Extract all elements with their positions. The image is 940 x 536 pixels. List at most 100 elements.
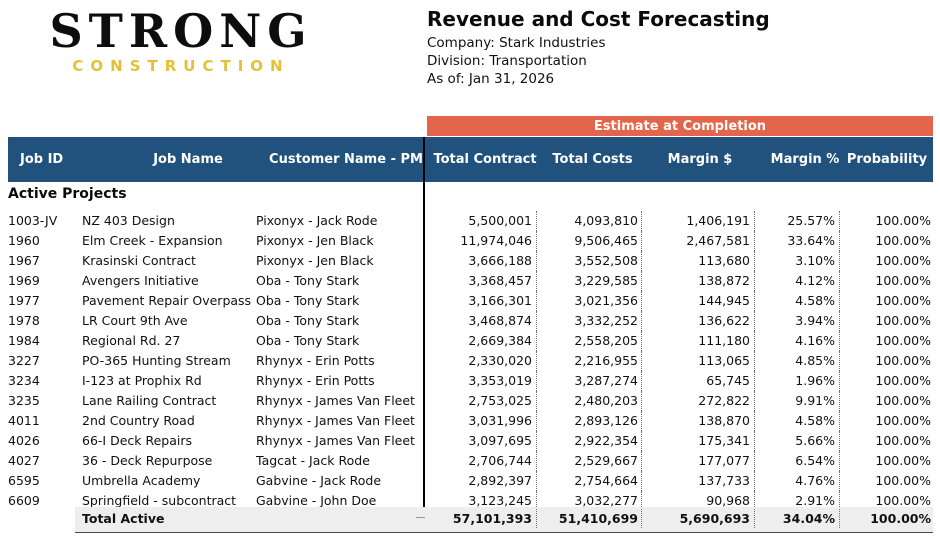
table-row[interactable]: 1969 Avengers Initiative Oba - Tony Stark 3…: [0, 271, 940, 291]
cell-job-name: NZ 403 Design: [82, 213, 175, 228]
column-header-probability[interactable]: Probability: [846, 152, 928, 167]
table-row[interactable]: 1003-JV NZ 403 Design Pixonyx - Jack Rode 5…: [0, 211, 940, 231]
cell-job-id: 1969: [8, 273, 40, 288]
totals-column-separator: [641, 509, 643, 528]
cell-total-costs: 3,332,252: [574, 313, 638, 328]
cell-margin-percent: 5.66%: [795, 433, 835, 448]
cell-job-id: 3235: [8, 393, 40, 408]
column-separator: [536, 431, 538, 451]
column-separator: [754, 411, 756, 431]
column-separator: [839, 371, 841, 391]
table-row[interactable]: 1977 Pavement Repair Overpass Oba - Tony S…: [0, 291, 940, 311]
column-separator: [754, 291, 756, 311]
table-column-header-row: Job ID Job Name Customer Name - PM Total…: [8, 137, 933, 182]
column-separator: [754, 271, 756, 291]
column-separator: [641, 471, 643, 491]
totals-row: Total Active 57,101,393 51,410,699 5,690,69…: [75, 507, 933, 533]
cell-total-contract: 3,353,019: [468, 373, 532, 388]
cell-margin-dollars: 65,745: [706, 373, 750, 388]
cell-margin-dollars: 175,341: [698, 433, 750, 448]
cell-job-name: PO-365 Hunting Stream: [82, 353, 231, 368]
table-row[interactable]: 1978 LR Court 9th Ave Oba - Tony Stark 3,46…: [0, 311, 940, 331]
cell-customer-pm: Oba - Tony Stark: [256, 313, 360, 328]
logo-wordmark: STRONG: [49, 4, 313, 58]
page-title: Revenue and Cost Forecasting: [427, 7, 770, 31]
cell-margin-percent: 4.12%: [795, 273, 835, 288]
cell-probability: 100.00%: [875, 333, 931, 348]
table-row[interactable]: 3234 I-123 at Prophix Rd Rhynyx - Erin Pot…: [0, 371, 940, 391]
column-separator: [536, 351, 538, 371]
cell-total-costs: 2,893,126: [574, 413, 638, 428]
cell-probability: 100.00%: [875, 353, 931, 368]
table-row[interactable]: 1984 Regional Rd. 27 Oba - Tony Stark 2,669…: [0, 331, 940, 351]
column-separator: [641, 391, 643, 411]
cell-margin-dollars: 144,945: [698, 293, 750, 308]
column-header-total-costs[interactable]: Total Costs: [552, 152, 633, 167]
column-separator: [839, 391, 841, 411]
table-row[interactable]: 1967 Krasinski Contract Pixonyx - Jen Blac…: [0, 251, 940, 271]
cell-customer-pm: Rhynyx - James Van Fleet: [256, 393, 415, 408]
cell-customer-pm: Oba - Tony Stark: [256, 273, 360, 288]
cell-margin-percent: 4.16%: [795, 333, 835, 348]
table-row[interactable]: 6595 Umbrella Academy Gabvine - Jack Rode 2…: [0, 471, 940, 491]
cell-job-name: Avengers Initiative: [82, 273, 199, 288]
column-separator: [754, 331, 756, 351]
column-separator: [641, 231, 643, 251]
cell-job-id: 3227: [8, 353, 40, 368]
column-separator: [641, 431, 643, 451]
cell-customer-pm: Rhynyx - Erin Potts: [256, 353, 375, 368]
cell-customer-pm: Oba - Tony Stark: [256, 333, 360, 348]
column-separator: [641, 211, 643, 231]
cell-margin-percent: 1.96%: [795, 373, 835, 388]
section-label-active-projects: Active Projects: [8, 186, 127, 202]
column-header-customer-pm[interactable]: Customer Name - PM: [269, 152, 423, 167]
table-row[interactable]: 3235 Lane Railing Contract Rhynyx - James …: [0, 391, 940, 411]
cell-total-contract: 3,097,695: [468, 433, 532, 448]
column-header-job-id[interactable]: Job ID: [20, 152, 64, 167]
cell-job-name: Pavement Repair Overpass: [82, 293, 252, 308]
cell-job-id: 6609: [8, 493, 40, 508]
table-row[interactable]: 1960 Elm Creek - Expansion Pixonyx - Jen B…: [0, 231, 940, 251]
cell-customer-pm: Gabvine - Jack Rode: [256, 473, 382, 488]
column-separator: [754, 251, 756, 271]
cell-customer-pm: Gabvine - John Doe: [256, 493, 377, 508]
column-separator: [839, 351, 841, 371]
column-separator: [641, 491, 643, 511]
table-row[interactable]: 4027 36 - Deck Repurpose Tagcat - Jack Rod…: [0, 451, 940, 471]
column-separator: [754, 471, 756, 491]
cell-margin-dollars: 137,733: [698, 473, 750, 488]
cell-customer-pm: Rhynyx - James Van Fleet: [256, 433, 415, 448]
cell-margin-percent: 4.76%: [795, 473, 835, 488]
table-row[interactable]: 6609 Springfield - subcontract Gabvine - J…: [0, 491, 940, 511]
cell-customer-pm: Pixonyx - Jen Black: [256, 253, 374, 268]
column-separator: [536, 471, 538, 491]
column-header-margin-dollars[interactable]: Margin $: [667, 152, 733, 167]
column-header-margin-percent[interactable]: Margin %: [770, 152, 840, 167]
column-separator: [839, 211, 841, 231]
column-separator: [839, 231, 841, 251]
column-separator: [754, 231, 756, 251]
table-row[interactable]: 4026 66-I Deck Repairs Rhynyx - James Van …: [0, 431, 940, 451]
cell-probability: 100.00%: [875, 393, 931, 408]
cell-margin-dollars: 111,180: [698, 333, 750, 348]
cell-margin-dollars: 138,872: [698, 273, 750, 288]
totals-cell-margin-percent: 34.04%: [782, 511, 835, 526]
column-header-job-name[interactable]: Job Name: [153, 152, 223, 167]
table-row[interactable]: 3227 PO-365 Hunting Stream Rhynyx - Erin P…: [0, 351, 940, 371]
column-separator: [536, 451, 538, 471]
column-separator: [536, 291, 538, 311]
cell-margin-percent: 4.85%: [795, 353, 835, 368]
cell-customer-pm: Tagcat - Jack Rode: [256, 453, 370, 468]
column-separator: [536, 231, 538, 251]
cell-total-costs: 2,480,203: [574, 393, 638, 408]
column-separator: [641, 351, 643, 371]
column-separator: [641, 451, 643, 471]
cell-margin-percent: 4.58%: [795, 293, 835, 308]
cell-probability: 100.00%: [875, 433, 931, 448]
column-separator: [839, 411, 841, 431]
column-header-total-contract[interactable]: Total Contract: [433, 152, 537, 167]
cell-probability: 100.00%: [875, 493, 931, 508]
table-row[interactable]: 4011 2nd Country Road Rhynyx - James Van F…: [0, 411, 940, 431]
cell-job-id: 1978: [8, 313, 40, 328]
cell-total-costs: 2,558,205: [574, 333, 638, 348]
